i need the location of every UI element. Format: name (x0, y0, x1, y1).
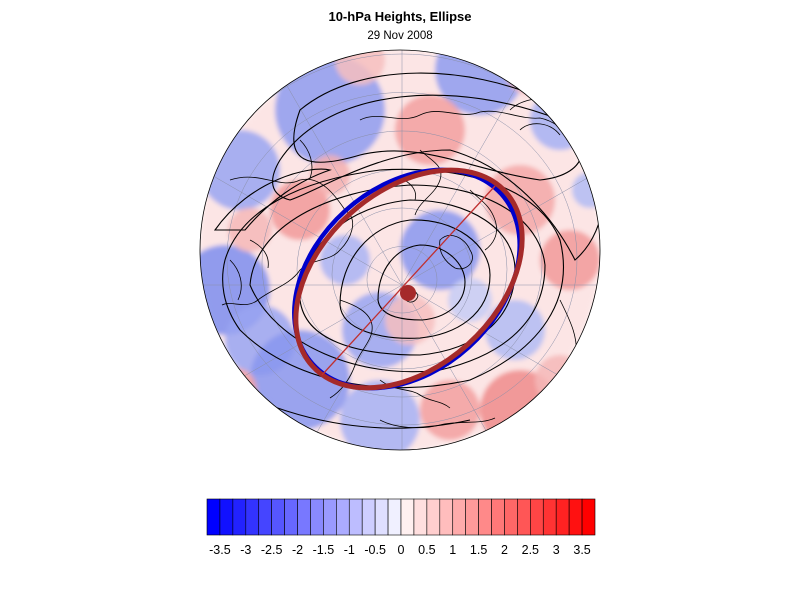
colorbar-bin (555, 498, 570, 536)
colorbar-bin (348, 498, 363, 536)
anomaly-patch (535, 355, 585, 405)
lat-lon-grid (200, 50, 600, 450)
colorbar-tick-label: 3 (552, 543, 560, 557)
anomaly-patch (435, 50, 525, 115)
anomaly-patch (200, 130, 280, 210)
colorbar-bin (284, 498, 298, 536)
polar-map (199, 49, 601, 451)
anomaly-patch (448, 278, 492, 322)
anomaly-patch (485, 300, 545, 360)
colorbar-tick-label: 2 (500, 543, 508, 557)
colorbar-tick-label: -2 (291, 543, 304, 557)
ellipse-center-marker (400, 285, 416, 301)
colorbar-bin (439, 498, 454, 536)
colorbar-bin (452, 498, 466, 536)
colorbar-tick-label: -1 (343, 543, 355, 557)
anomaly-patch (335, 50, 385, 85)
anomaly-patch (228, 208, 272, 252)
colorbar-bin (336, 498, 350, 536)
height-contours (213, 72, 600, 429)
colorbar-bin (361, 498, 376, 536)
anomaly-patch (420, 380, 480, 440)
colorbar-tick-label: 3.5 (573, 543, 591, 557)
anomaly-field (200, 50, 600, 450)
colorbar-bin (465, 498, 479, 536)
fitted-vortex-ellipse (293, 167, 525, 391)
colorbar-tick-label: -1.5 (312, 543, 335, 557)
colorbar-bin (219, 498, 234, 536)
colorbar-bin (491, 498, 505, 536)
colorbar-bin (310, 498, 324, 536)
anomaly-patch (320, 235, 370, 285)
colorbar-tick-label: 0.5 (418, 543, 436, 557)
colorbar-tick-label: 2.5 (521, 543, 540, 557)
meridian-line (271, 59, 403, 286)
colorbar-bin (530, 498, 544, 536)
coastline-segment (229, 239, 269, 301)
meridian-line (401, 284, 533, 450)
colorbar-tick-label: -2.5 (260, 543, 283, 557)
colorbar-bin (271, 498, 285, 536)
colorbar-tick-label: 0 (397, 543, 405, 557)
anomaly-patch (530, 90, 590, 150)
colorbar-bin (245, 498, 260, 536)
colorbar-bin (323, 498, 337, 536)
anomaly-patch (485, 165, 555, 235)
anomaly-patch (250, 330, 350, 430)
colorbar-bin (568, 498, 583, 536)
colorbar-tick-label: 1.5 (469, 543, 488, 557)
figure-title: 10-hPa Heights, Ellipse (328, 9, 472, 24)
colorbar-bin (413, 498, 428, 536)
coastline-segment (414, 149, 442, 216)
globe-outline (199, 49, 601, 451)
colorbar-bin (374, 498, 389, 536)
anomaly-patch (213, 368, 257, 412)
colorbar-tick-label: 1 (449, 543, 457, 557)
colorbar-bin (504, 498, 518, 536)
anomaly-patch (572, 172, 600, 208)
colorbar-bin (297, 498, 311, 536)
colorbar (206, 498, 596, 536)
ellipse-major-axis (321, 185, 496, 376)
colorbar-bin (232, 498, 247, 536)
colorbar-bin (400, 498, 415, 536)
figure-date: 29 Nov 2008 (367, 30, 433, 42)
coastline-segment (439, 235, 473, 270)
meridian-line (200, 154, 403, 286)
colorbar-bin (478, 498, 492, 536)
colorbar-bin (542, 498, 557, 536)
colorbar-tick-label: -3.5 (209, 543, 231, 557)
colorbar-bin (206, 498, 221, 536)
colorbar-bin (387, 498, 402, 536)
colorbar-bin (426, 498, 441, 536)
colorbar-tick-label: -0.5 (364, 543, 386, 557)
coastline-segment (469, 189, 497, 251)
anomaly-patch (310, 155, 350, 195)
colorbar-tick-label: -3 (240, 543, 252, 557)
meridian-line (271, 284, 403, 450)
colorbar-bin (581, 498, 596, 536)
anomaly-patch (540, 230, 600, 290)
colorbar-bin (517, 498, 531, 536)
colorbar-bin (258, 498, 272, 536)
